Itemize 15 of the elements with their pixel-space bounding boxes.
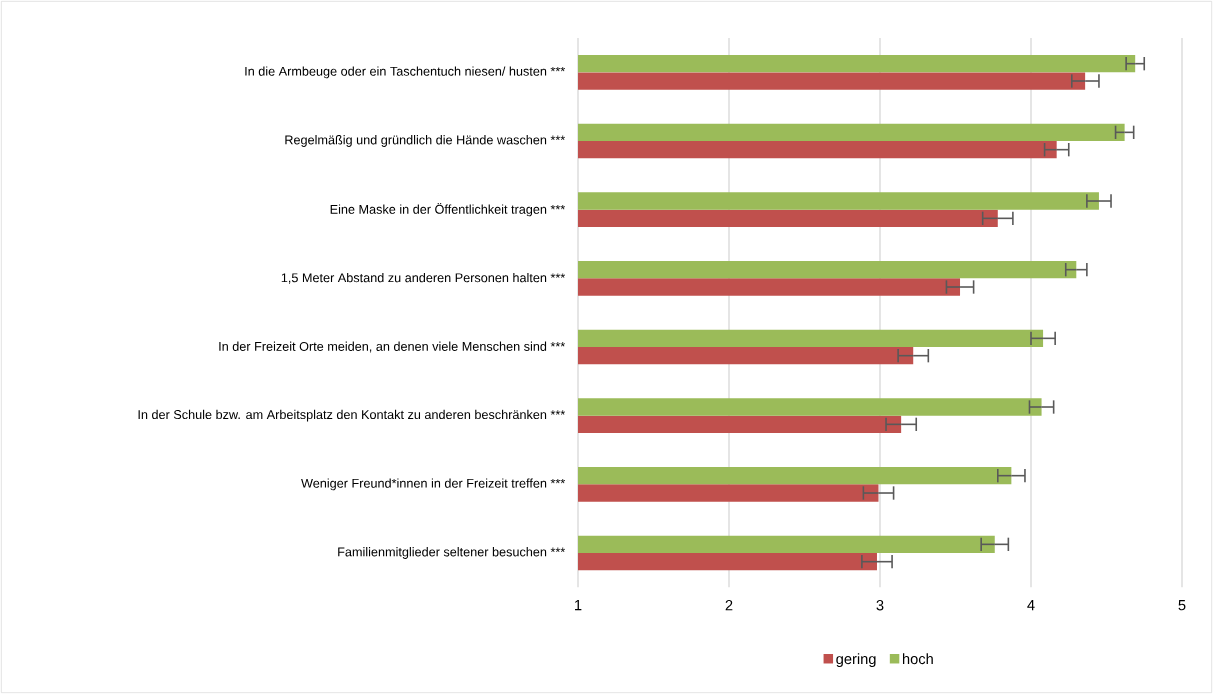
x-tick-label: 4 bbox=[1027, 600, 1035, 611]
x-tick-label: 1 bbox=[575, 600, 582, 611]
legend-label: gering bbox=[836, 653, 876, 668]
y-tick-label: Eine Maske in der Öffentlichkeit tragen *** bbox=[330, 203, 566, 217]
y-tick-label: Weniger Freund*innen in der Freizeit treffen *** bbox=[301, 478, 566, 491]
legend-label: hoch bbox=[902, 653, 933, 665]
y-tick-label: Familienmitglieder seltener besuchen *** bbox=[338, 547, 566, 559]
y-tick-label: In die Armbeuge oder ein Taschentuch niesen/ husten *** bbox=[245, 66, 566, 79]
y-tick-label: 1,5 Meter Abstand zu anderen Personen halten *** bbox=[281, 272, 566, 284]
x-tick-label: 5 bbox=[1178, 600, 1186, 611]
y-tick-label: Regelmäßig und gründlich die Hände waschen *** bbox=[285, 135, 566, 147]
y-tick-label: In der Schule bzw. am Arbeitsplatz den Kontakt zu anderen beschränken *** bbox=[138, 409, 566, 422]
x-tick-label: 3 bbox=[876, 600, 884, 611]
y-tick-label: In der Freizeit Orte meiden, an denen viele Menschen sind *** bbox=[219, 341, 566, 353]
x-tick-label: 2 bbox=[725, 600, 733, 611]
